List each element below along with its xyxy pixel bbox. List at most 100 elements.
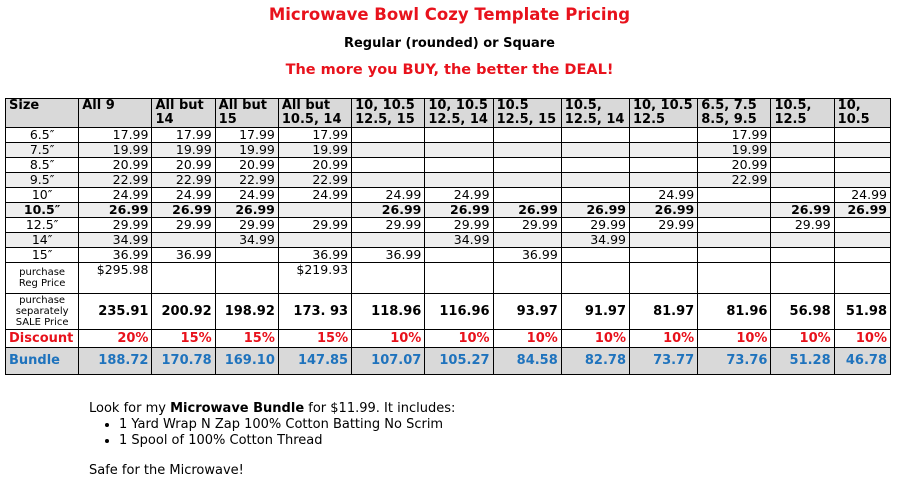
- size-cell: 10″: [4, 187, 80, 203]
- column-header-line: 12.5, 14: [428, 112, 488, 127]
- bundle-price-cell: 73.76: [697, 347, 772, 375]
- price-cell: [424, 157, 494, 173]
- reg-price-cell: [697, 262, 772, 294]
- price-cell: [628, 232, 699, 248]
- price-cell: [628, 142, 699, 158]
- list-item: 1 Yard Wrap N Zap 100% Cotton Batting No…: [119, 417, 455, 433]
- label-line: separately: [15, 306, 69, 317]
- bundle-name: Microwave Bundle: [170, 401, 305, 416]
- size-cell: 15″: [4, 247, 80, 263]
- price-cell: [492, 157, 562, 173]
- price-cell: [277, 202, 353, 218]
- column-header-line: 12.5, 15: [355, 112, 415, 127]
- reg-price-cell: $295.98: [78, 262, 153, 294]
- price-cell: 34.99: [424, 232, 494, 248]
- column-header: All but 15: [214, 98, 279, 128]
- sale-price-cell: 56.98: [770, 293, 835, 330]
- intro-text: Look for my: [89, 401, 171, 416]
- promo-text: The more you BUY, the better the DEAL!: [285, 62, 614, 78]
- column-header-line: 12.5: [633, 112, 666, 127]
- table-row: 9.5″ 22.99 22.99 22.99 22.99 22.99: [4, 172, 892, 188]
- price-cell: [833, 217, 892, 233]
- price-cell: 22.99: [214, 172, 279, 188]
- sale-price-cell: 118.96: [351, 293, 426, 330]
- column-header: 10.5, 12.5, 14: [560, 98, 631, 128]
- price-cell: 29.99: [628, 217, 699, 233]
- price-cell: [560, 127, 631, 143]
- table-row: 15″ 36.99 36.99 36.99 36.99 36.99: [4, 247, 892, 263]
- column-header: 10.5 12.5, 15: [492, 98, 562, 128]
- price-cell: 36.99: [351, 247, 426, 263]
- price-cell: [560, 157, 631, 173]
- price-cell: 26.99: [214, 202, 279, 218]
- column-header: 10.5, 12.5: [770, 98, 835, 128]
- column-header-line: All but: [155, 98, 204, 113]
- price-cell: 29.99: [560, 217, 631, 233]
- price-cell: 22.99: [151, 172, 216, 188]
- bundle-price-cell: 84.58: [492, 347, 562, 375]
- price-cell: [492, 127, 562, 143]
- price-cell: 36.99: [277, 247, 353, 263]
- purchase-reg-label: purchase Reg Price: [4, 262, 80, 294]
- bundle-price-cell: 170.78: [151, 347, 216, 375]
- reg-price-cell: [833, 262, 892, 294]
- price-cell: 19.99: [277, 142, 353, 158]
- price-cell: 19.99: [697, 142, 772, 158]
- size-cell: 14″: [4, 232, 80, 248]
- size-cell: 7.5″: [4, 142, 80, 158]
- price-cell: 17.99: [277, 127, 353, 143]
- price-cell: [214, 247, 279, 263]
- sale-price-cell: 200.92: [151, 293, 216, 330]
- price-cell: [697, 217, 772, 233]
- bundle-price-cell: 51.28: [770, 347, 835, 375]
- price-cell: 22.99: [277, 172, 353, 188]
- discount-cell: 10%: [770, 329, 835, 348]
- price-cell: 29.99: [78, 217, 153, 233]
- label-line: purchase: [19, 295, 66, 306]
- price-cell: [770, 157, 835, 173]
- price-cell: [770, 187, 835, 203]
- table-row: 10″ 24.99 24.99 24.99 24.99 24.99 24.99 24.99 24…: [4, 187, 892, 203]
- table-row: 14″ 34.99 34.99 34.99 34.99: [4, 232, 892, 248]
- price-cell: [351, 157, 426, 173]
- column-header: 10, 10.5 12.5: [628, 98, 699, 128]
- reg-price-cell: [492, 262, 562, 294]
- price-cell: 19.99: [78, 142, 153, 158]
- column-header-line: All 9: [82, 98, 115, 113]
- price-cell: [560, 142, 631, 158]
- bundle-price-cell: 169.10: [214, 347, 279, 375]
- price-cell: 26.99: [351, 202, 426, 218]
- column-header: 10, 10.5: [833, 98, 892, 128]
- column-header: Size: [4, 98, 80, 128]
- table-header-row: Size All 9 All but 14 All but 15 All but 10.5, …: [4, 98, 892, 128]
- column-header-line: 10.5: [496, 98, 529, 113]
- price-cell: [770, 247, 835, 263]
- discount-cell: 10%: [492, 329, 562, 348]
- price-cell: 26.99: [151, 202, 216, 218]
- bundle-price-cell: 73.77: [628, 347, 699, 375]
- price-cell: [697, 202, 772, 218]
- bundle-price-cell: 188.72: [78, 347, 153, 375]
- discount-cell: 15%: [214, 329, 279, 348]
- price-cell: 20.99: [697, 157, 772, 173]
- price-cell: 36.99: [78, 247, 153, 263]
- column-header-line: 15: [218, 112, 237, 127]
- size-cell: 9.5″: [4, 172, 80, 188]
- price-cell: 17.99: [78, 127, 153, 143]
- price-cell: 34.99: [214, 232, 279, 248]
- price-cell: 29.99: [151, 217, 216, 233]
- price-cell: [151, 232, 216, 248]
- price-cell: 26.99: [78, 202, 153, 218]
- price-cell: [628, 172, 699, 188]
- sale-price-cell: 51.98: [833, 293, 892, 330]
- bundle-info: Look for my Microwave Bundle for $11.99.…: [89, 401, 455, 449]
- price-cell: [833, 157, 892, 173]
- price-cell: 26.99: [492, 202, 562, 218]
- price-cell: [770, 172, 835, 188]
- bundle-row: Bundle 188.72 170.78 169.10 147.85 107.07 105.…: [4, 347, 892, 375]
- discount-cell: 10%: [424, 329, 494, 348]
- reg-price-cell: [214, 262, 279, 294]
- price-cell: 26.99: [770, 202, 835, 218]
- price-cell: 26.99: [628, 202, 699, 218]
- column-header: All but 10.5, 14: [277, 98, 353, 128]
